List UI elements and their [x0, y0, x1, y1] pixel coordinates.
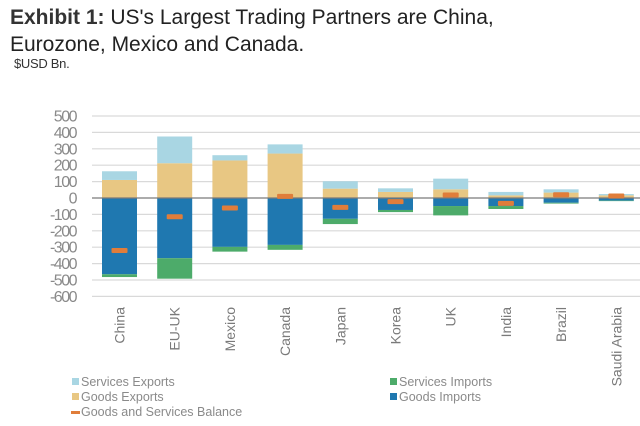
y-tick-label: 300 [54, 141, 78, 158]
bar-goods-imports [212, 198, 248, 247]
bar-services-imports [378, 209, 413, 213]
x-axis: China EU-UK Mexico Canada Japan Korea UK India B… [112, 306, 625, 386]
bar-services-imports [433, 206, 469, 216]
bar-goods-imports [433, 198, 469, 207]
unit-label: $USD Bn. [14, 56, 70, 71]
bar-services-exports [322, 181, 358, 189]
bar-services-exports [267, 144, 303, 154]
y-tick-label: -300 [50, 240, 78, 257]
balance-marker [111, 247, 128, 253]
bar-goods-exports [212, 160, 248, 198]
balance-marker [497, 200, 514, 206]
y-tick-label: -200 [50, 223, 78, 240]
legend: Services Exports Services Imports Goods Ex… [71, 375, 492, 419]
y-tick-label: -400 [50, 256, 78, 273]
bar-goods-imports [102, 198, 137, 275]
balance-marker [221, 205, 238, 211]
balance-marker [608, 193, 625, 199]
legend-label: Services Exports [81, 375, 175, 389]
bar-services-imports [212, 246, 248, 252]
balance-marker [553, 192, 570, 198]
bar-goods-exports [378, 191, 413, 198]
bar-services-imports [543, 202, 579, 204]
legend-item: Goods Imports [390, 390, 481, 404]
legend-label: Services Imports [399, 375, 492, 389]
legend-item: Services Exports [72, 375, 175, 389]
x-tick-label: Mexico [222, 307, 238, 352]
bar-services-exports [102, 171, 137, 180]
bar-goods-imports [598, 198, 634, 201]
legend-item: Goods Exports [72, 390, 164, 404]
title-line-2: Eurozone, Mexico and Canada. [10, 33, 305, 56]
bar-services-exports [488, 191, 524, 196]
bar-services-imports [267, 244, 303, 250]
x-tick-label: Canada [277, 307, 293, 356]
bar-services-exports [543, 189, 579, 193]
bar-services-exports [157, 136, 193, 164]
bar-goods-exports [102, 179, 137, 198]
x-tick-label: China [112, 307, 128, 344]
y-tick-label: 100 [54, 174, 78, 191]
bar-goods-imports [543, 198, 579, 203]
balance-marker [387, 199, 404, 205]
y-tick-label: -600 [50, 289, 78, 306]
bar-goods-imports [267, 198, 303, 245]
bar-services-exports [378, 188, 413, 192]
legend-label: Goods Exports [81, 390, 164, 404]
y-tick-label: 400 [54, 125, 78, 142]
balance-marker [166, 214, 183, 220]
bar-goods-exports [157, 163, 193, 198]
y-tick-label: 500 [54, 109, 78, 126]
legend-swatch [390, 393, 397, 400]
x-tick-label: EU-UK [167, 306, 183, 350]
bar-services-imports [102, 274, 137, 278]
legend-label: Goods and Services Balance [81, 405, 242, 419]
x-tick-label: India [498, 307, 514, 338]
balance-markers [111, 192, 625, 253]
legend-label: Goods Imports [399, 390, 481, 404]
y-tick-label: 200 [54, 158, 78, 175]
y-tick-label: 0 [69, 191, 78, 208]
bar-goods-exports [488, 195, 524, 198]
x-tick-label: UK [443, 306, 459, 326]
y-tick-label: -100 [50, 207, 78, 224]
bar-services-exports [212, 155, 248, 161]
legend-swatch [71, 411, 80, 414]
legend-item: Goods and Services Balance [71, 405, 242, 419]
bar-services-imports [157, 258, 193, 279]
bar-goods-exports [267, 153, 303, 198]
bar-services-exports [433, 178, 469, 190]
bar-services-imports [322, 218, 358, 225]
x-tick-label: Brazil [553, 307, 569, 342]
exhibit-label: Exhibit 1: [10, 6, 105, 29]
legend-swatch [390, 378, 397, 385]
title-line-1: US's Largest Trading Partners are China, [110, 6, 494, 29]
chart-title: Exhibit 1: US's Largest Trading Partners… [10, 4, 630, 58]
legend-swatch [72, 378, 79, 385]
legend-item: Services Imports [390, 375, 492, 389]
legend-swatch [72, 393, 79, 400]
balance-marker [442, 192, 459, 198]
bars [102, 136, 634, 279]
y-tick-label: -500 [50, 273, 78, 290]
x-tick-label: Saudi Arabia [608, 307, 624, 387]
bar-goods-exports [322, 188, 358, 198]
bar-goods-imports [157, 198, 193, 259]
balance-marker [277, 193, 294, 199]
balance-marker [332, 204, 349, 210]
x-tick-label: Japan [332, 307, 348, 345]
x-tick-label: Korea [388, 307, 404, 345]
bar-services-imports [488, 206, 524, 209]
